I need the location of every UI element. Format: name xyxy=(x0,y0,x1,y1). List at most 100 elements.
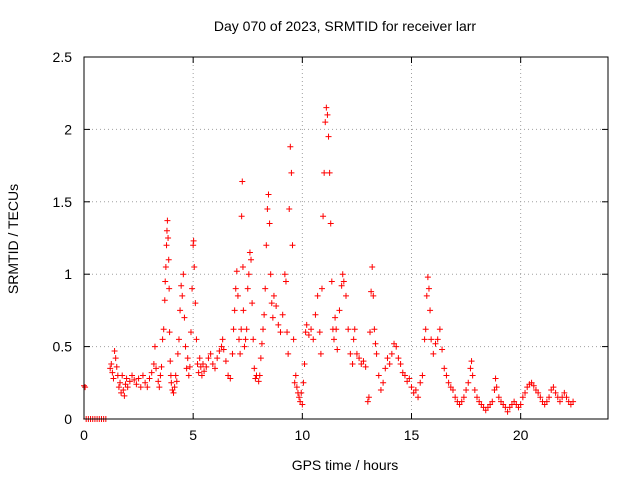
data-point xyxy=(458,398,465,405)
data-point xyxy=(430,350,437,357)
data-point xyxy=(108,360,115,367)
data-point xyxy=(286,206,293,213)
data-point xyxy=(164,217,171,224)
chart-title: Day 070 of 2023, SRMTID for receiver lar… xyxy=(214,18,477,34)
data-point xyxy=(449,387,456,394)
data-point xyxy=(519,394,526,401)
data-point xyxy=(375,372,382,379)
data-point xyxy=(269,314,276,321)
data-point xyxy=(388,350,395,357)
data-point xyxy=(543,398,550,405)
data-point xyxy=(425,285,432,292)
data-point xyxy=(308,326,315,333)
data-point xyxy=(302,329,309,336)
data-point xyxy=(162,263,169,270)
data-point xyxy=(168,379,175,386)
data-point xyxy=(325,133,332,140)
data-point xyxy=(148,369,155,376)
data-point xyxy=(242,336,249,343)
data-point xyxy=(112,355,119,362)
data-point xyxy=(157,372,164,379)
data-point xyxy=(415,394,422,401)
data-point xyxy=(327,220,334,227)
data-point xyxy=(561,389,568,396)
x-tick-label: 0 xyxy=(80,427,88,443)
data-point xyxy=(266,220,273,227)
data-point xyxy=(517,401,524,408)
data-point xyxy=(219,336,226,343)
data-point xyxy=(82,384,89,391)
data-point xyxy=(186,363,193,370)
data-point xyxy=(373,350,380,357)
data-point xyxy=(117,379,124,386)
data-point xyxy=(349,360,356,367)
data-point xyxy=(258,340,265,347)
data-point xyxy=(257,355,264,362)
data-point xyxy=(260,326,267,333)
data-point xyxy=(443,372,450,379)
data-point xyxy=(156,384,163,391)
data-point xyxy=(207,350,214,357)
data-point xyxy=(326,169,333,176)
data-point xyxy=(530,382,537,389)
data-point xyxy=(397,360,404,367)
data-point xyxy=(232,285,239,292)
data-point xyxy=(109,369,116,376)
data-point xyxy=(172,372,179,379)
data-point xyxy=(181,314,188,321)
data-point xyxy=(288,169,295,176)
data-point xyxy=(340,278,347,285)
data-point xyxy=(142,379,149,386)
data-point xyxy=(336,307,343,314)
data-point xyxy=(265,191,272,198)
data-point xyxy=(233,268,240,275)
data-point xyxy=(249,300,256,307)
data-point xyxy=(546,394,553,401)
data-point xyxy=(492,375,499,382)
x-tick-label: 15 xyxy=(404,427,420,443)
data-point xyxy=(570,398,577,405)
data-point xyxy=(372,340,379,347)
data-point xyxy=(183,365,190,372)
data-point xyxy=(298,389,305,396)
data-point xyxy=(203,363,210,370)
data-point xyxy=(137,384,144,391)
data-point xyxy=(175,336,182,343)
y-tick-label: 2 xyxy=(64,121,72,137)
data-point xyxy=(386,360,393,367)
data-point xyxy=(199,360,206,367)
data-point xyxy=(441,365,448,372)
data-point xyxy=(322,119,329,126)
data-point xyxy=(153,365,160,372)
data-point xyxy=(240,307,247,314)
data-point xyxy=(328,278,335,285)
data-point xyxy=(216,347,223,354)
data-point xyxy=(406,375,413,382)
data-point xyxy=(177,307,184,314)
data-point xyxy=(339,271,346,278)
data-point xyxy=(238,326,245,333)
data-point xyxy=(214,355,221,362)
data-point xyxy=(333,326,340,333)
data-point xyxy=(133,381,140,388)
data-point xyxy=(182,343,189,350)
data-point xyxy=(179,292,186,299)
data-point xyxy=(146,375,153,382)
data-point xyxy=(230,326,237,333)
data-point xyxy=(356,355,363,362)
data-point xyxy=(285,350,292,357)
data-point xyxy=(369,263,376,270)
data-point xyxy=(245,271,252,278)
axis-ticks xyxy=(83,56,608,420)
data-point xyxy=(334,346,341,353)
data-point xyxy=(419,372,426,379)
data-point xyxy=(345,326,352,333)
data-point xyxy=(159,336,166,343)
data-point xyxy=(282,278,289,285)
data-point xyxy=(194,360,201,367)
y-tick-label: 1.5 xyxy=(53,194,73,210)
data-point xyxy=(301,360,308,367)
data-point xyxy=(293,384,300,391)
data-point xyxy=(401,372,408,379)
data-point xyxy=(124,384,131,391)
